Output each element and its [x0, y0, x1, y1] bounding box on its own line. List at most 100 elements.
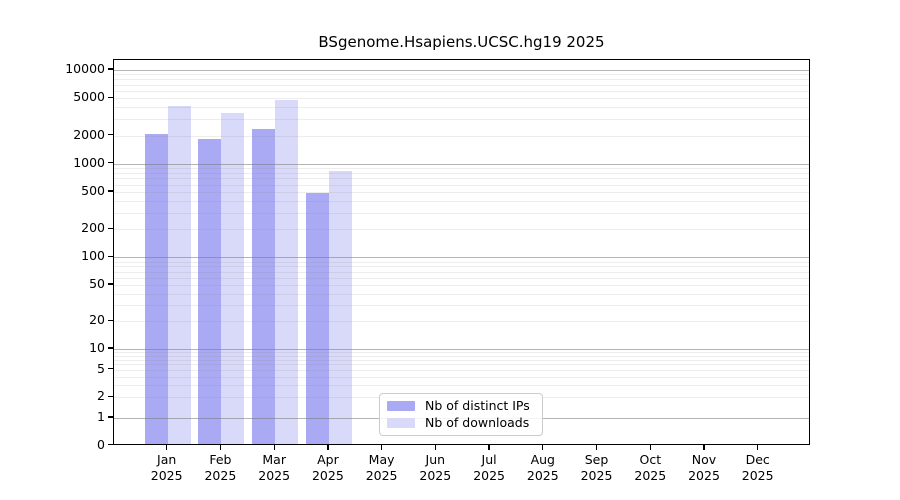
y-tick-label: 2: [97, 388, 105, 404]
y-tick-label: 5000: [73, 89, 105, 105]
minor-gridline: [114, 285, 809, 286]
y-tick-label: 50: [89, 276, 105, 291]
minor-gridline: [114, 74, 809, 76]
legend-entry-downloads: Nb of downloads: [387, 416, 534, 430]
bar-mar-distinct-ips: [252, 128, 276, 444]
y-tick: [108, 190, 113, 192]
bar-apr-downloads: [328, 171, 352, 444]
minor-gridline: [114, 305, 809, 307]
x-tick-label-aug: Aug 2025: [526, 452, 559, 483]
minor-gridline: [114, 184, 809, 186]
minor-gridline: [114, 79, 809, 81]
x-tick: [542, 445, 544, 450]
minor-gridline: [114, 359, 809, 361]
minor-gridline: [114, 271, 809, 273]
chart-title: BSgenome.Hsapiens.UCSC.hg19 2025: [318, 33, 605, 51]
y-tick-label: 10000: [65, 61, 105, 76]
y-tick: [108, 68, 113, 70]
minor-gridline: [114, 293, 809, 295]
x-tick-label-sep: Sep 2025: [580, 452, 613, 483]
x-tick-label-dec: Dec 2025: [741, 452, 774, 483]
plot-area: [113, 59, 810, 445]
minor-gridline: [114, 119, 809, 120]
y-tick: [108, 255, 113, 258]
legend-label-distinct-ips: Nb of distinct IPs: [425, 398, 530, 413]
x-tick: [595, 445, 598, 450]
minor-gridline: [114, 178, 809, 180]
legend-swatch-downloads: [387, 418, 415, 428]
minor-gridline: [114, 98, 809, 100]
legend-label-downloads: Nb of downloads: [425, 415, 530, 430]
minor-gridline: [114, 261, 809, 263]
x-tick: [166, 445, 168, 450]
y-tick: [108, 395, 113, 397]
minor-gridline: [114, 385, 809, 387]
minor-gridline: [114, 376, 809, 378]
bar-apr-distinct-ips: [305, 193, 329, 444]
y-tick: [108, 443, 113, 446]
y-tick-label: 20: [89, 312, 105, 328]
bar-jan-distinct-ips: [144, 133, 168, 444]
x-tick: [488, 445, 490, 450]
bar-mar-downloads: [275, 100, 299, 444]
x-tick: [327, 445, 329, 450]
y-tick: [108, 347, 113, 349]
y-tick-label: 5: [97, 360, 105, 376]
minor-gridline: [114, 107, 809, 109]
major-gridline: [114, 70, 809, 71]
x-tick-label-oct: Oct 2025: [634, 452, 667, 483]
minor-gridline: [114, 201, 809, 202]
minor-gridline: [114, 172, 809, 174]
major-gridline: [114, 349, 809, 350]
legend-entry-distinct-ips: Nb of distinct IPs: [387, 399, 534, 413]
minor-gridline: [114, 212, 809, 214]
minor-gridline: [114, 364, 809, 366]
x-tick: [757, 445, 759, 450]
minor-gridline: [114, 277, 809, 279]
y-tick-label: 10: [89, 340, 105, 355]
y-tick: [108, 133, 113, 136]
y-tick-label: 2000: [73, 126, 105, 142]
x-tick-label-jan: Jan 2025: [150, 452, 183, 483]
y-tick-label: 500: [81, 182, 105, 198]
minor-gridline: [114, 266, 809, 268]
x-tick-label-nov: Nov 2025: [688, 452, 720, 483]
minor-gridline: [114, 90, 809, 92]
minor-gridline: [114, 321, 809, 323]
y-tick: [108, 96, 113, 98]
minor-gridline: [114, 191, 809, 193]
y-tick: [108, 368, 113, 370]
y-tick-label: 0: [97, 436, 105, 452]
grid-layer: [114, 60, 809, 444]
y-tick-label: 100: [81, 248, 105, 264]
x-tick-label-may: May 2025: [365, 452, 398, 483]
y-tick-label: 1: [97, 409, 105, 424]
y-tick: [108, 227, 113, 229]
legend-swatch-distinct-ips: [387, 401, 415, 411]
x-tick: [380, 445, 383, 450]
minor-gridline: [114, 84, 809, 86]
y-tick: [108, 319, 113, 322]
legend: Nb of distinct IPs Nb of downloads: [379, 393, 543, 436]
y-tick: [108, 416, 113, 418]
minor-gridline: [114, 168, 809, 169]
bar-feb-distinct-ips: [198, 138, 222, 444]
bar-jan-downloads: [167, 106, 191, 444]
y-tick-label: 1000: [73, 154, 105, 170]
major-gridline: [114, 257, 809, 259]
x-tick: [703, 445, 705, 450]
minor-gridline: [114, 355, 809, 357]
x-tick: [273, 445, 275, 450]
y-tick: [108, 162, 113, 164]
minor-gridline: [114, 352, 809, 354]
x-tick-label-jun: Jun 2025: [419, 452, 452, 483]
minor-gridline: [114, 369, 809, 371]
x-tick-label-jul: Jul 2025: [473, 452, 505, 483]
x-tick-label-mar: Mar 2025: [258, 452, 291, 483]
y-tick-label: 200: [81, 220, 105, 236]
y-tick: [108, 283, 113, 285]
bar-feb-downloads: [221, 112, 245, 444]
x-tick: [649, 445, 651, 450]
bars-layer: [114, 60, 809, 444]
